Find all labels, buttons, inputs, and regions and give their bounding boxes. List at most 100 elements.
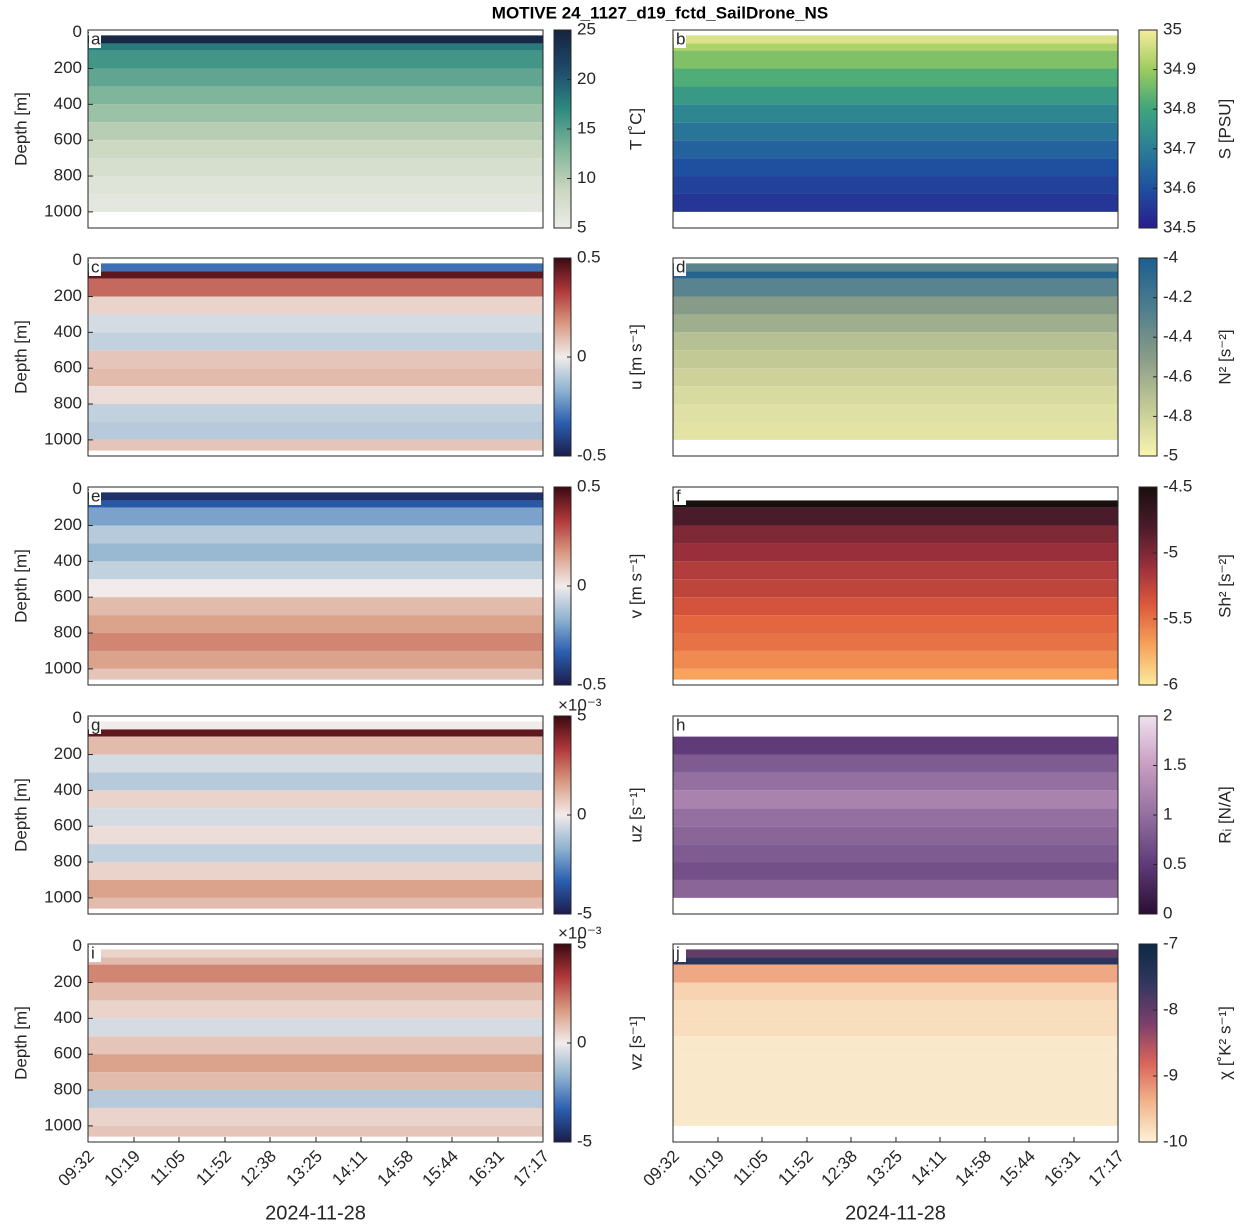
depth-band bbox=[88, 50, 543, 69]
colorbar-tick-label: -5 bbox=[1163, 445, 1178, 464]
colorbar-tick-label: 5 bbox=[577, 933, 586, 952]
depth-band bbox=[673, 500, 1118, 508]
depth-band bbox=[88, 176, 543, 194]
x-tick-label: 14:11 bbox=[328, 1147, 371, 1190]
depth-band bbox=[88, 278, 543, 297]
plot-frame bbox=[87, 257, 544, 457]
depth-band bbox=[673, 296, 1118, 315]
depth-band bbox=[88, 314, 543, 333]
y-tick-label: 400 bbox=[54, 1008, 82, 1027]
depth-band bbox=[673, 862, 1118, 880]
depth-band bbox=[673, 404, 1118, 422]
depth-band bbox=[88, 507, 543, 526]
colorbar-tick-label: -8 bbox=[1163, 999, 1178, 1018]
colorbar-label: T [˚C] bbox=[626, 108, 645, 150]
colorbar-tick-label: -7 bbox=[1163, 933, 1178, 952]
colorbar-tick-label: -0.5 bbox=[577, 674, 606, 693]
y-tick-label: 800 bbox=[54, 394, 82, 413]
depth-band bbox=[673, 263, 1118, 272]
x-tick-label: 14:58 bbox=[951, 1147, 995, 1191]
depth-band bbox=[673, 982, 1118, 1001]
colorbar-tick-label: 25 bbox=[577, 19, 596, 38]
x-tick-label: 11:52 bbox=[774, 1147, 817, 1190]
depth-band bbox=[673, 158, 1118, 177]
x-tick-label: 12:38 bbox=[236, 1147, 280, 1191]
colorbar-tick-label: -10 bbox=[1163, 1131, 1188, 1150]
depth-band bbox=[673, 579, 1118, 598]
panel-label: b bbox=[676, 29, 685, 48]
depth-band bbox=[673, 615, 1118, 634]
depth-band bbox=[673, 1054, 1118, 1073]
panel-label: i bbox=[91, 943, 95, 962]
colorbar-tick-label: 34.8 bbox=[1163, 99, 1196, 118]
y-tick-label: 200 bbox=[54, 515, 82, 534]
y-tick-label: 400 bbox=[54, 551, 82, 570]
depth-band bbox=[88, 615, 543, 634]
depth-band bbox=[88, 492, 543, 501]
depth-band bbox=[88, 1018, 543, 1037]
depth-band bbox=[88, 104, 543, 123]
y-tick-label: 200 bbox=[54, 972, 82, 991]
depth-band bbox=[88, 271, 543, 279]
colorbar bbox=[1138, 257, 1158, 457]
y-tick-label: 600 bbox=[54, 816, 82, 835]
depth-band bbox=[673, 386, 1118, 405]
depth-band bbox=[88, 1072, 543, 1091]
depth-band bbox=[88, 844, 543, 863]
y-tick-label: 0 bbox=[73, 936, 82, 955]
colorbar-tick-label: -6 bbox=[1163, 674, 1178, 693]
colorbar-tick-label: -4.4 bbox=[1163, 327, 1192, 346]
colorbar bbox=[1138, 486, 1158, 686]
x-tick-label: 16:31 bbox=[1040, 1147, 1084, 1191]
depth-band bbox=[673, 421, 1118, 440]
depth-band bbox=[673, 193, 1118, 212]
depth-band bbox=[673, 790, 1118, 809]
colorbar-tick-label: -0.5 bbox=[577, 445, 606, 464]
y-tick-label: 200 bbox=[54, 286, 82, 305]
panel-label-bg bbox=[89, 31, 101, 48]
panel-label-bg bbox=[89, 717, 101, 734]
x-tick-label: 14:11 bbox=[907, 1147, 950, 1190]
y-tick-label: 1000 bbox=[44, 429, 82, 448]
y-tick-label: 800 bbox=[54, 166, 82, 185]
depth-band bbox=[88, 579, 543, 598]
depth-band bbox=[673, 350, 1118, 369]
depth-band bbox=[88, 158, 543, 177]
depth-band bbox=[88, 404, 543, 422]
depth-band bbox=[673, 86, 1118, 105]
panel-label-bg bbox=[89, 945, 101, 962]
depth-band bbox=[88, 862, 543, 880]
depth-band bbox=[88, 332, 543, 351]
depth-band bbox=[88, 263, 543, 272]
depth-band bbox=[88, 633, 543, 651]
depth-band bbox=[88, 1000, 543, 1019]
depth-band bbox=[673, 1018, 1118, 1037]
y-tick-label: 600 bbox=[54, 1044, 82, 1063]
y-tick-label: 0 bbox=[73, 250, 82, 269]
depth-band bbox=[88, 772, 543, 791]
y-tick-label: 1000 bbox=[44, 887, 82, 906]
depth-band bbox=[673, 754, 1118, 773]
y-tick-label: 1000 bbox=[44, 658, 82, 677]
depth-band bbox=[88, 808, 543, 827]
panel-label-bg bbox=[674, 31, 686, 48]
depth-band bbox=[88, 500, 543, 508]
depth-band bbox=[88, 879, 543, 898]
colorbar-tick-label: 15 bbox=[577, 118, 596, 137]
y-tick-label: 1000 bbox=[44, 201, 82, 220]
panel-label-bg bbox=[674, 259, 686, 276]
y-tick-label: 400 bbox=[54, 94, 82, 113]
x-tick-label: 12:38 bbox=[817, 1147, 861, 1191]
y-tick-label: 400 bbox=[54, 780, 82, 799]
colorbar bbox=[1138, 943, 1158, 1143]
depth-band bbox=[673, 525, 1118, 544]
depth-band bbox=[88, 68, 543, 87]
colorbar-tick-label: 0 bbox=[577, 1032, 586, 1051]
depth-band bbox=[88, 964, 543, 983]
depth-band bbox=[673, 736, 1118, 755]
depth-band bbox=[673, 826, 1118, 845]
depth-band bbox=[673, 507, 1118, 526]
depth-band bbox=[673, 633, 1118, 651]
colorbar-tick-label: -4.8 bbox=[1163, 406, 1192, 425]
depth-band bbox=[88, 790, 543, 809]
